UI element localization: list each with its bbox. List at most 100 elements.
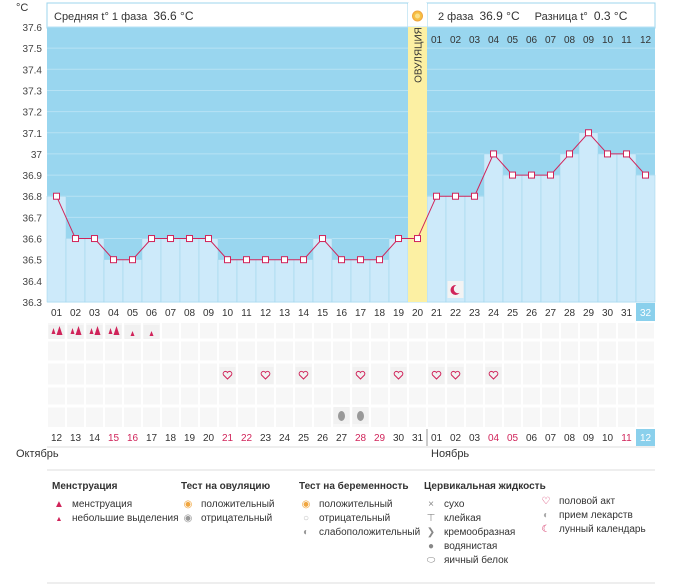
date-label: 24 bbox=[279, 433, 291, 444]
symbol-cell bbox=[86, 325, 103, 339]
symbol-column bbox=[48, 323, 65, 427]
temperature-point bbox=[433, 192, 440, 200]
symbol-cell bbox=[352, 367, 369, 384]
temperature-bar bbox=[540, 174, 561, 303]
cycle-day-label: 08 bbox=[184, 308, 196, 319]
cycle-day-label: 17 bbox=[355, 308, 367, 319]
temperature-bar bbox=[483, 153, 504, 303]
legend-item: сухо bbox=[444, 499, 465, 510]
temperature-point bbox=[110, 256, 117, 264]
legend-title: Тест на беременность bbox=[299, 481, 409, 492]
menstruation-drop-icon bbox=[89, 328, 94, 334]
legend-item: положительный bbox=[201, 499, 275, 510]
cycle-day-label: 18 bbox=[374, 308, 386, 319]
cycle-day-label: 04 bbox=[108, 308, 120, 319]
date-label: 02 bbox=[450, 433, 462, 444]
temperature-point bbox=[566, 150, 573, 158]
temperature-point bbox=[357, 256, 364, 264]
phase2-day-label: 01 bbox=[431, 35, 443, 46]
temperature-point bbox=[224, 256, 231, 264]
symbol-cell bbox=[428, 367, 445, 384]
date-label: 25 bbox=[298, 433, 310, 444]
date-label: 22 bbox=[241, 433, 253, 444]
symbol-cell bbox=[257, 367, 274, 384]
y-tick-label: 37.4 bbox=[23, 65, 43, 76]
heart-icon bbox=[488, 370, 499, 380]
cycle-day-label: 25 bbox=[507, 308, 519, 319]
spotting-drop-icon bbox=[130, 331, 135, 336]
menstruation-drop-icon bbox=[70, 328, 75, 334]
phase2-day-label: 12 bbox=[640, 35, 652, 46]
sticky-icon: ⊤ bbox=[426, 513, 436, 524]
dry-icon: × bbox=[428, 499, 434, 510]
temperature-bar bbox=[65, 238, 86, 303]
date-label: 26 bbox=[317, 433, 329, 444]
heart-icon: ♡ bbox=[541, 496, 551, 507]
ovulation-column bbox=[408, 27, 427, 302]
symbol-column bbox=[162, 323, 179, 427]
cycle-day-label: 20 bbox=[412, 308, 424, 319]
cycle-day-label: 28 bbox=[564, 308, 576, 319]
phase2-header-box bbox=[426, 2, 656, 29]
diff-label: Разница t° bbox=[534, 11, 588, 23]
pregnancy-weak-icon: ◐ bbox=[302, 527, 310, 538]
temperature-bar bbox=[198, 238, 219, 303]
legend-item: слабоположительный bbox=[319, 527, 421, 538]
y-tick-label: 36.4 bbox=[23, 277, 43, 288]
current-day-label: 32 bbox=[640, 308, 652, 319]
temperature-point bbox=[395, 235, 402, 243]
symbol-column bbox=[599, 323, 616, 427]
temperature-point bbox=[319, 235, 326, 243]
symbol-column bbox=[238, 323, 255, 427]
menstruation-drop-icon bbox=[113, 326, 120, 335]
egg-white-icon: ⬭ bbox=[426, 555, 436, 566]
phase2-day-label: 05 bbox=[507, 35, 519, 46]
date-label: 21 bbox=[222, 433, 234, 444]
date-label: 28 bbox=[355, 433, 367, 444]
temperature-unit: °C bbox=[16, 2, 29, 14]
legend-menstruation: Менструация ▲ менструация ▲ небольшие выде… bbox=[52, 481, 179, 526]
y-tick-label: 37 bbox=[31, 150, 43, 161]
temperature-bar bbox=[388, 238, 409, 303]
temperature-point bbox=[243, 256, 250, 264]
temperature-point bbox=[452, 192, 459, 200]
temperature-bar bbox=[255, 259, 276, 303]
month-label-october: Октябрь bbox=[16, 448, 59, 460]
legend-other: ♡ половой акт ◐ прием лекарств ☾ лунный кал… bbox=[539, 495, 646, 537]
phase1-header-box bbox=[46, 2, 409, 29]
symbol-cell bbox=[390, 367, 407, 384]
symbol-column bbox=[523, 323, 540, 427]
temperature-bar bbox=[274, 259, 295, 303]
temperature-point bbox=[338, 256, 345, 264]
drop-icon: ▲ bbox=[54, 499, 64, 510]
sun-negative-icon: ◉ bbox=[183, 513, 193, 524]
egg-white-icon bbox=[338, 411, 345, 421]
y-tick-label: 36.7 bbox=[23, 213, 43, 224]
sun-positive-icon: ◉ bbox=[183, 499, 193, 510]
heart-icon bbox=[222, 370, 233, 380]
phase2-day-label: 07 bbox=[545, 35, 557, 46]
temperature-bar bbox=[84, 238, 105, 303]
date-label: 08 bbox=[564, 433, 576, 444]
month-label-november: Ноябрь bbox=[431, 448, 469, 460]
heart-icon bbox=[393, 370, 404, 380]
cycle-day-label: 07 bbox=[165, 308, 177, 319]
phase2-day-label: 11 bbox=[621, 35, 632, 46]
symbol-column bbox=[200, 323, 217, 427]
phase2-summary: 2 фаза 36.9 °C Разница t° 0.3 °C bbox=[438, 9, 627, 23]
legend-item: клейкая bbox=[444, 513, 482, 524]
y-tick-label: 36.3 bbox=[23, 298, 43, 309]
symbol-column bbox=[124, 323, 141, 427]
y-tick-label: 37.1 bbox=[23, 129, 43, 140]
cycle-day-label: 29 bbox=[583, 308, 595, 319]
cycle-day-label: 12 bbox=[260, 308, 272, 319]
heart-icon bbox=[355, 370, 366, 380]
symbol-cell bbox=[48, 325, 65, 339]
legend-item: отрицательный bbox=[319, 513, 391, 524]
pregnancy-negative-icon: ○ bbox=[302, 513, 310, 524]
symbol-column bbox=[618, 323, 635, 427]
symbol-column bbox=[504, 323, 521, 427]
y-tick-label: 36.8 bbox=[23, 192, 43, 203]
cycle-day-label: 24 bbox=[488, 308, 500, 319]
legend-title: Тест на овуляцию bbox=[181, 481, 271, 492]
